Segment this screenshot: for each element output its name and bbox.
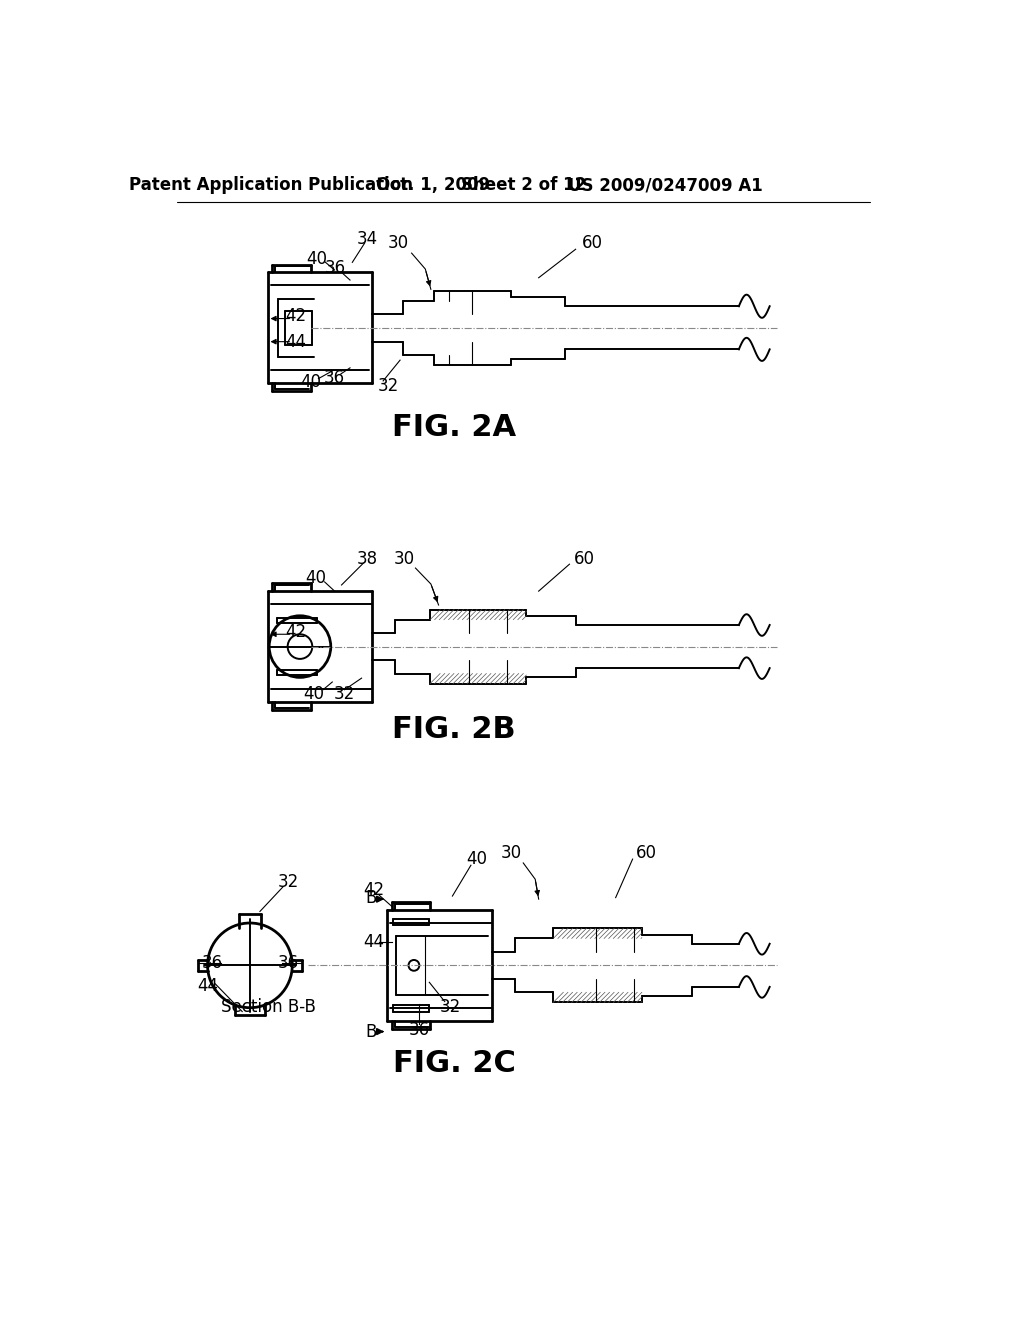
Text: 44: 44 xyxy=(286,333,306,351)
Text: 60: 60 xyxy=(574,550,595,568)
Text: 44: 44 xyxy=(197,977,218,995)
Text: 32: 32 xyxy=(334,685,355,702)
Text: 40: 40 xyxy=(300,372,322,391)
Text: Patent Application Publication: Patent Application Publication xyxy=(129,177,413,194)
Text: 42: 42 xyxy=(286,623,306,642)
Text: Oct. 1, 2009: Oct. 1, 2009 xyxy=(376,177,490,194)
Text: 42: 42 xyxy=(364,880,384,899)
Text: 34: 34 xyxy=(357,230,378,248)
Text: 32: 32 xyxy=(439,998,461,1016)
Text: B: B xyxy=(366,890,377,907)
Text: 40: 40 xyxy=(303,685,325,702)
Text: 40: 40 xyxy=(306,249,328,268)
Text: 36: 36 xyxy=(324,368,345,387)
Text: 30: 30 xyxy=(501,843,522,862)
Text: 32: 32 xyxy=(278,874,299,891)
Text: US 2009/0247009 A1: US 2009/0247009 A1 xyxy=(568,177,763,194)
Text: 44: 44 xyxy=(364,933,384,952)
Text: B: B xyxy=(366,1023,377,1041)
Text: 42: 42 xyxy=(286,308,306,325)
Text: FIG. 2B: FIG. 2B xyxy=(392,715,516,744)
Text: 36: 36 xyxy=(409,1022,430,1039)
Text: 36: 36 xyxy=(278,954,299,972)
Text: 36: 36 xyxy=(325,259,346,277)
Text: Section B-B: Section B-B xyxy=(221,998,316,1016)
Text: 60: 60 xyxy=(636,843,657,862)
Text: 32: 32 xyxy=(378,376,399,395)
Text: 30: 30 xyxy=(388,234,409,252)
Text: 40: 40 xyxy=(467,850,487,869)
Text: FIG. 2C: FIG. 2C xyxy=(392,1048,515,1077)
Text: 60: 60 xyxy=(582,234,603,252)
Text: 36: 36 xyxy=(202,954,223,972)
Text: 30: 30 xyxy=(393,550,415,568)
Text: 40: 40 xyxy=(305,569,326,587)
Text: 38: 38 xyxy=(357,550,378,568)
Text: Sheet 2 of 12: Sheet 2 of 12 xyxy=(461,177,586,194)
Text: FIG. 2A: FIG. 2A xyxy=(392,413,516,442)
